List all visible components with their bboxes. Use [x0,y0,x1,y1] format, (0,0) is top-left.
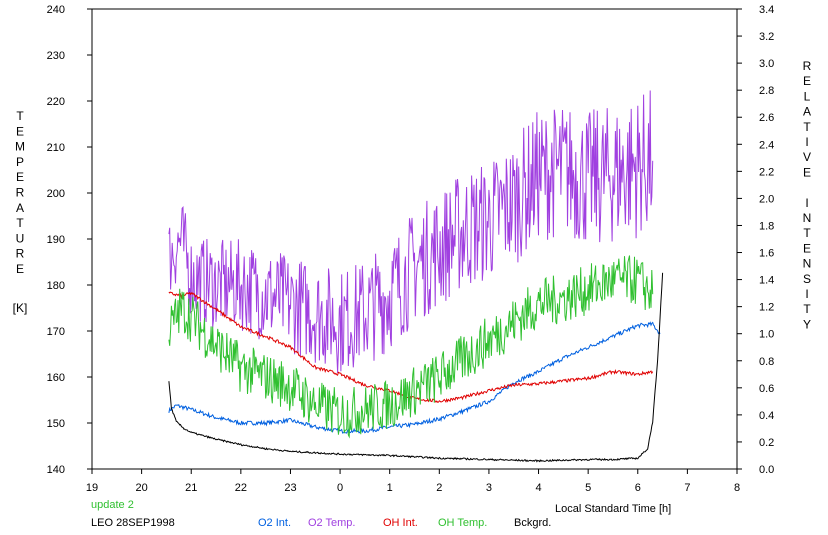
y-left-tick-label: 140 [47,464,65,476]
legend-entry: Bckgrd. [514,517,551,529]
y-left-unit: [K] [13,301,28,315]
y-right-tick-label: 0.0 [759,464,774,476]
y-right-tick-label: 2.4 [759,139,774,151]
y-left-label-letter: E [16,170,24,184]
y-right-tick-label: 0.2 [759,437,774,449]
y-right-label-letter: T [803,226,811,240]
x-axis-label: Local Standard Time [h] [555,503,671,515]
y-right-label-letter: V [803,150,811,164]
y-left-tick-label: 180 [47,280,65,292]
y-right-label-letter: N [803,257,812,271]
series-line-o2-temp [168,90,654,374]
y-right-tick-label: 0.6 [759,383,774,395]
y-left-label-letter: U [16,231,25,245]
y-left-label-letter: P [16,155,24,169]
x-tick-label: 21 [185,482,197,494]
x-tick-label: 2 [436,482,442,494]
y-left-label-letter: T [16,109,24,123]
x-tick-label: 5 [585,482,591,494]
y-right-tick-label: 2.8 [759,85,774,97]
y-right-tick-label: 2.0 [759,193,774,205]
y-right-tick-label: 0.4 [759,410,774,422]
y-right-label-letter: Y [803,317,811,331]
series-layer [168,90,664,463]
series-line-bckgrd [168,272,664,463]
station-label: LEO 28SEP1998 [91,517,175,529]
x-tick-label: 23 [284,482,296,494]
series-line-oh-int [168,291,654,403]
y-right-label-letter: R [803,59,812,73]
x-tick-label: 20 [135,482,147,494]
y-left-tick-label: 210 [47,142,65,154]
y-right-label-letter: A [803,105,811,119]
y-right-tick-label: 3.0 [759,58,774,70]
y-left-label-letter: R [16,186,25,200]
y-left-tick-label: 230 [47,50,65,62]
y-left-tick-label: 200 [47,188,65,200]
y-left-label-letter: E [16,262,24,276]
y-left-label-letter: A [16,201,24,215]
y-right-label-letter: T [803,120,811,134]
y-right-tick-label: 2.6 [759,112,774,124]
x-tick-label: 7 [684,482,690,494]
legend-entry: O2 Int. [258,517,291,529]
y-left-tick-label: 170 [47,326,65,338]
x-tick-label: 0 [337,482,343,494]
x-tick-label: 6 [635,482,641,494]
y-right-label-letter: T [803,302,811,316]
y-left-tick-label: 150 [47,418,65,430]
x-tick-label: 19 [86,482,98,494]
legend-entry: O2 Temp. [308,517,356,529]
y-right-label-letter: I [805,135,808,149]
y-right-label-letter: I [805,287,808,301]
y-left-tick-label: 190 [47,234,65,246]
y-left-label-letter: M [15,140,25,154]
y-right-label-letter: E [803,165,811,179]
y-left-tick-label: 160 [47,372,65,384]
legend: O2 Int. O2 Temp. OH Int. OH Temp. Bckgrd. [258,517,551,529]
update-note: update 2 [91,499,134,511]
y-right-tick-label: 2.2 [759,166,774,178]
y-right-tick-label: 1.0 [759,329,774,341]
y-left-label-letter: R [16,247,25,261]
y-right-label-letter: N [803,211,812,225]
y-right-tick-label: 1.8 [759,220,774,232]
y-right-label-letter: E [803,241,811,255]
y-right-tick-label: 3.2 [759,31,774,43]
y-right-tick-label: 3.4 [759,4,774,16]
y-right-tick-label: 1.2 [759,302,774,314]
x-tick-label: 3 [486,482,492,494]
y-right-tick-label: 1.6 [759,248,774,260]
y-right-label-letter: L [804,89,811,103]
x-tick-label: 1 [387,482,393,494]
y-right-tick-label: 1.4 [759,275,774,287]
axis-layer: 19 20 21 22 23 0 1 2 3 4 5 6 7 8140150160170180190200… [15,4,812,494]
series-line-oh-temp [168,255,654,439]
y-right-label-letter: S [803,272,811,286]
y-left-label-letter: E [16,124,24,138]
legend-entry: OH Temp. [438,517,487,529]
x-tick-label: 22 [235,482,247,494]
series-line-o2-int [168,321,661,434]
y-left-tick-label: 220 [47,96,65,108]
x-tick-label: 4 [535,482,541,494]
y-left-tick-label: 240 [47,4,65,16]
x-tick-label: 8 [734,482,740,494]
y-right-label-letter: I [805,196,808,210]
y-left-label-letter: T [16,216,24,230]
y-right-label-letter: E [803,74,811,88]
y-right-tick-label: 0.8 [759,356,774,368]
legend-entry: OH Int. [383,517,418,529]
